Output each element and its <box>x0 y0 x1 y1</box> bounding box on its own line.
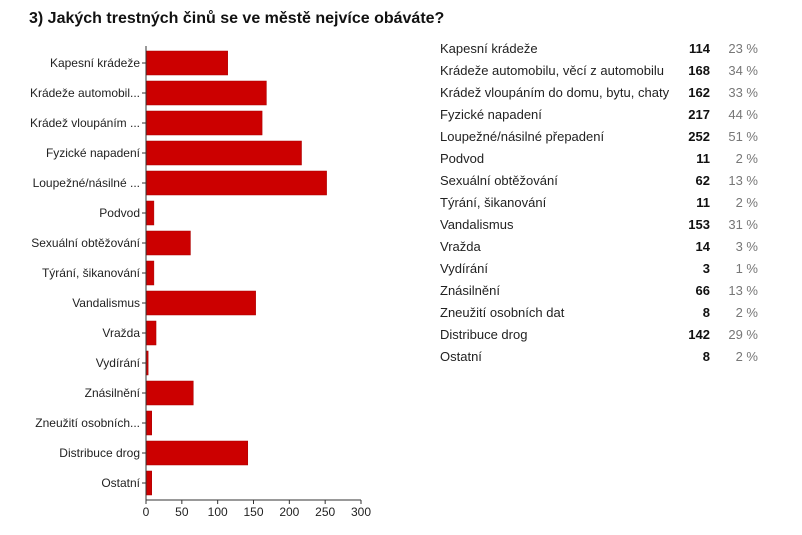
summary-count: 11 <box>696 150 710 166</box>
summary-label: Zneužití osobních dat <box>440 304 565 320</box>
category-label: Distribuce drog <box>59 446 140 460</box>
summary-label: Vražda <box>440 238 481 254</box>
summary-row: Kapesní krádeže 114 23 % <box>434 37 764 59</box>
summary-percent: 1 % <box>735 260 758 276</box>
summary-row: Znásilnění 66 13 % <box>434 279 764 301</box>
summary-percent: 2 % <box>735 304 758 320</box>
summary-count: 162 <box>688 84 710 100</box>
category-label: Fyzické napadení <box>46 146 141 160</box>
category-label: Loupežné/násilné ... <box>33 176 140 190</box>
bar <box>145 470 152 496</box>
summary-row: Ostatní 8 2 % <box>434 345 764 367</box>
summary-row: Zneužití osobních dat 8 2 % <box>434 301 764 323</box>
category-label: Podvod <box>99 206 140 220</box>
summary-label: Vydírání <box>440 260 488 276</box>
summary-percent: 29 % <box>728 326 758 342</box>
summary-percent: 3 % <box>735 238 758 254</box>
bar <box>145 170 327 196</box>
category-label: Ostatní <box>101 476 140 490</box>
summary-label: Distribuce drog <box>440 326 528 342</box>
bar <box>145 110 263 136</box>
summary-count: 62 <box>695 172 710 188</box>
summary-row: Vydírání 3 1 % <box>434 257 764 279</box>
summary-count: 114 <box>689 40 710 56</box>
summary-count: 217 <box>688 106 710 122</box>
bar <box>145 260 155 286</box>
summary-percent: 51 % <box>728 128 758 144</box>
summary-label: Vandalismus <box>440 216 514 232</box>
summary-row: Sexuální obtěžování 62 13 % <box>434 169 764 191</box>
bar <box>145 320 157 346</box>
category-label: Vydírání <box>96 356 141 370</box>
summary-table: Kapesní krádeže 114 23 % Krádeže automobilu… <box>434 37 764 367</box>
summary-row: Distribuce drog 142 29 % <box>434 323 764 345</box>
summary-row: Vandalismus 153 31 % <box>434 213 764 235</box>
summary-label: Krádež vloupáním do domu, bytu, chaty <box>440 84 670 100</box>
summary-percent: 2 % <box>735 150 758 166</box>
x-tick-label: 100 <box>208 505 228 519</box>
bar <box>145 380 194 406</box>
category-label: Krádeže automobil... <box>30 86 140 100</box>
bar-chart: Kapesní krádeže Krádeže automobil... Kráde… <box>30 46 371 519</box>
summary-label: Kapesní krádeže <box>440 40 538 56</box>
summary-percent: 31 % <box>728 216 758 232</box>
bar <box>145 200 155 226</box>
bar <box>145 140 302 166</box>
x-tick-label: 200 <box>279 505 299 519</box>
summary-row: Vražda 14 3 % <box>434 235 764 257</box>
summary-percent: 13 % <box>728 172 758 188</box>
category-label: Kapesní krádeže <box>50 56 140 70</box>
summary-percent: 34 % <box>728 62 758 78</box>
summary-row: Krádeže automobilu, věcí z automobilu 168… <box>434 59 764 81</box>
summary-percent: 23 % <box>728 40 758 56</box>
summary-label: Znásilnění <box>440 282 500 298</box>
category-label: Týrání, šikanování <box>42 266 141 280</box>
summary-percent: 2 % <box>735 194 758 210</box>
summary-count: 8 <box>702 304 710 320</box>
summary-count: 14 <box>695 238 710 254</box>
x-tick-label: 50 <box>175 505 189 519</box>
bar <box>145 440 249 466</box>
question-title: 3) Jakých trestných činů se ve městě nej… <box>29 10 445 27</box>
category-label: Sexuální obtěžování <box>31 236 140 250</box>
bar <box>145 50 228 76</box>
summary-percent: 2 % <box>735 348 758 364</box>
summary-count: 11 <box>696 194 710 210</box>
summary-label: Podvod <box>440 150 485 166</box>
summary-row: Podvod 11 2 % <box>434 147 764 169</box>
bar <box>145 230 191 256</box>
category-label: Zneužití osobních... <box>35 416 140 430</box>
x-tick-label: 0 <box>143 505 150 519</box>
summary-count: 142 <box>688 326 710 342</box>
summary-row: Týrání, šikanování 11 2 % <box>434 191 764 213</box>
x-tick-label: 250 <box>315 505 335 519</box>
summary-label: Fyzické napadení <box>440 106 542 122</box>
bar <box>145 80 267 106</box>
summary-label: Týrání, šikanování <box>440 194 547 210</box>
summary-count: 3 <box>702 260 710 276</box>
summary-label: Krádeže automobilu, věcí z automobilu <box>440 62 665 78</box>
summary-percent: 33 % <box>728 84 758 100</box>
bar <box>145 410 152 436</box>
category-label: Vandalismus <box>72 296 140 310</box>
bar <box>145 290 256 316</box>
summary-label: Loupežné/násilné přepadení <box>440 128 605 144</box>
summary-row: Fyzické napadení 217 44 % <box>434 103 764 125</box>
summary-count: 8 <box>702 348 710 364</box>
category-label: Krádež vloupáním ... <box>30 116 140 130</box>
summary-count: 66 <box>695 282 710 298</box>
summary-percent: 44 % <box>728 106 758 122</box>
category-label: Vražda <box>102 326 140 340</box>
summary-label: Ostatní <box>440 348 482 364</box>
summary-label: Sexuální obtěžování <box>440 172 558 188</box>
summary-count: 153 <box>688 216 710 232</box>
summary-percent: 13 % <box>728 282 758 298</box>
summary-count: 168 <box>688 62 710 78</box>
x-tick-label: 150 <box>243 505 263 519</box>
x-tick-label: 300 <box>351 505 371 519</box>
summary-count: 252 <box>688 128 710 144</box>
summary-row: Krádež vloupáním do domu, bytu, chaty 162… <box>434 81 764 103</box>
summary-row: Loupežné/násilné přepadení 252 51 % <box>434 125 764 147</box>
category-label: Znásilnění <box>85 386 141 400</box>
